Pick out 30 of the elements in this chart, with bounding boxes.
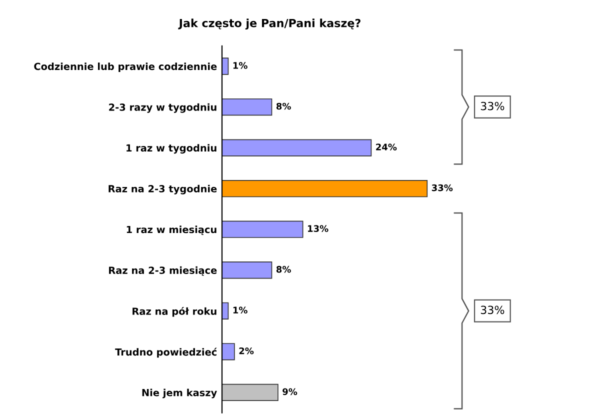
bar	[222, 262, 272, 279]
bar	[222, 302, 229, 320]
data-label: 24%	[376, 144, 397, 150]
data-label: 13%	[308, 225, 328, 232]
chart-title: Jak często je Pan/Pani kaszę?	[178, 18, 360, 30]
text: 33%	[480, 306, 504, 314]
data-label: 8%	[276, 102, 291, 110]
y-tick-label: Raz na 2-3 tygodnie	[108, 184, 217, 194]
bar	[222, 180, 428, 198]
data-label: 2%	[239, 347, 254, 354]
y-tick-label: Raz na 2-3 miesiące	[109, 266, 217, 276]
y-tick-label: Nie jem kaszy	[142, 388, 217, 398]
bar	[222, 139, 372, 156]
data-label: 8%	[276, 266, 291, 273]
y-tick-label: 1 raz w tygodniu	[126, 144, 216, 154]
y-tick-label: 1 raz w miesiącu	[126, 226, 216, 235]
data-label: 1%	[233, 306, 248, 314]
y-tick-label: Trudno powiedzieć	[115, 348, 217, 358]
bar	[222, 384, 278, 402]
y-tick-label: Raz na pół roku	[132, 307, 216, 317]
data-label: 33%	[432, 184, 453, 192]
bar	[222, 220, 304, 238]
bar	[222, 58, 229, 75]
text: 33%	[480, 102, 504, 110]
data-label: 9%	[282, 388, 298, 396]
data-label: 1%	[233, 62, 248, 69]
y-tick-label: Codziennie lub prawie codziennie	[34, 62, 217, 72]
bar	[222, 98, 272, 116]
y-tick-label: 2-3 razy w tygodniu	[109, 103, 216, 113]
bar	[222, 343, 235, 360]
